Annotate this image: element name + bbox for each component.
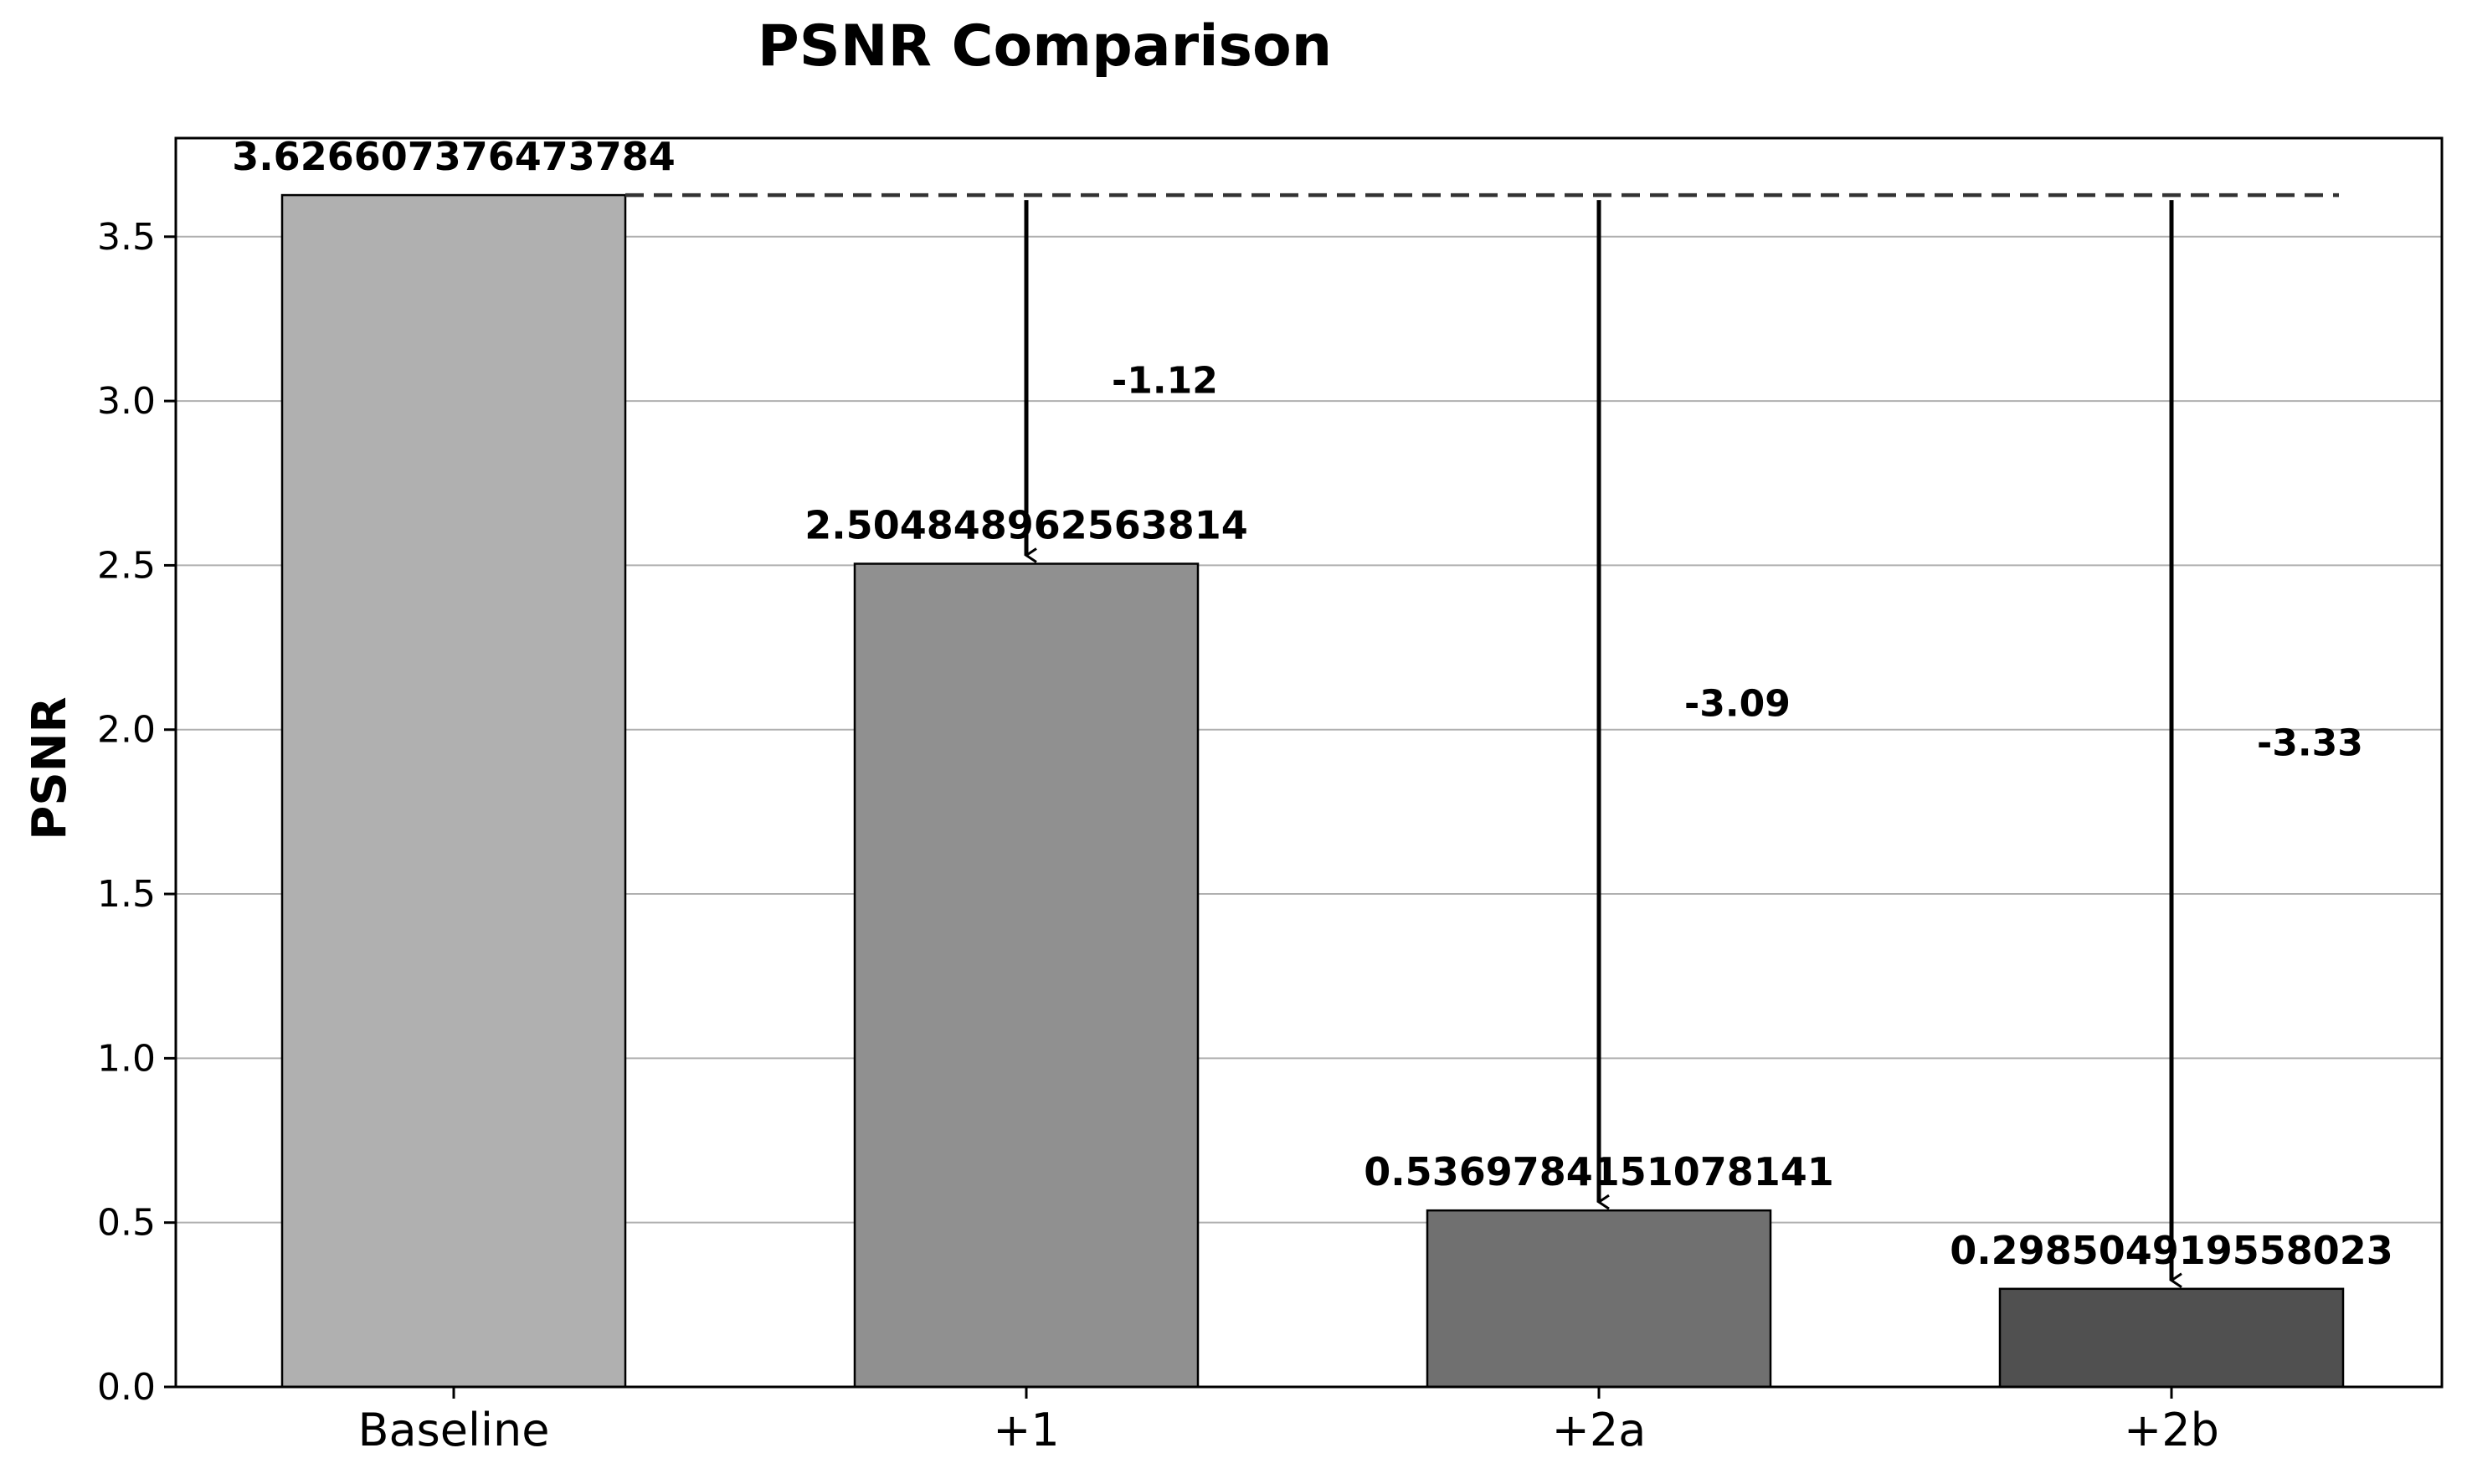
value-label-Baseline: 3.626607376473784 [232, 134, 676, 179]
ytick-label-3.5: 3.5 [97, 216, 156, 259]
value-labels: 3.626607376473784 2.504848962563814 0.5369… [232, 134, 2393, 1273]
ytick-label-1.0: 1.0 [97, 1037, 156, 1080]
xtick-label-+2b: +2b [2124, 1404, 2219, 1456]
ytick-label-0.5: 0.5 [97, 1202, 156, 1245]
value-label-+2a: 0.5369784151078141 [1364, 1149, 1834, 1194]
value-label-+1: 2.504848962563814 [804, 503, 1248, 548]
delta-arrows: -1.12 -3.09 -3.33 [1024, 200, 2363, 1289]
ytick-label-1.5: 1.5 [97, 873, 156, 916]
bars [280, 193, 2345, 1389]
delta-label-+1: -1.12 [1112, 359, 1218, 402]
ytick-label-3.0: 3.0 [97, 380, 156, 423]
ytick-label-2.5: 2.5 [97, 544, 156, 587]
xtick-label-+1: +1 [993, 1404, 1060, 1456]
y-axis-label: PSNR [23, 696, 77, 840]
delta-label-+2a: -3.09 [1684, 683, 1791, 726]
bar-+1 [853, 562, 1200, 1389]
xtick-label-Baseline: Baseline [358, 1404, 550, 1456]
bar-+2a [1426, 1209, 1772, 1389]
bar-+2b [1998, 1287, 2345, 1389]
chart-title: PSNR Comparison [758, 13, 1332, 80]
axes: 0.0 0.5 1.0 1.5 2.0 2.5 3.0 3.5 Baseline +1 +2a +2b [97, 216, 2219, 1456]
delta-label-+2b: -3.33 [2257, 721, 2363, 764]
xtick-label-+2a: +2a [1552, 1404, 1647, 1456]
ytick-label-2.0: 2.0 [97, 709, 156, 752]
ytick-label-0.0: 0.0 [97, 1366, 156, 1409]
value-label-+2b: 0.298504919558023 [1950, 1228, 2393, 1273]
bar-Baseline [280, 193, 627, 1389]
plot-area-frame [174, 136, 2444, 1389]
